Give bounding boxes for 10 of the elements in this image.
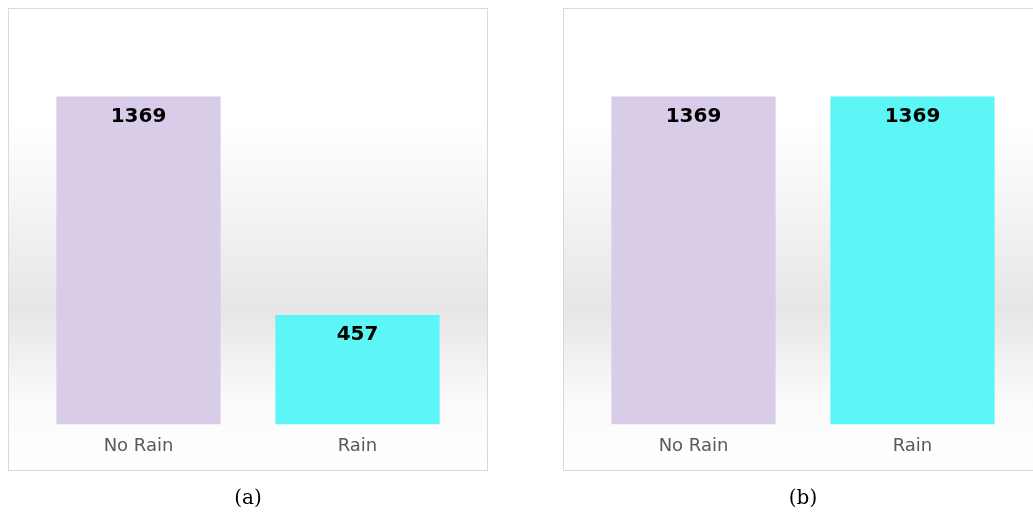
data-label: 457: [336, 321, 379, 346]
text: (b): [787, 485, 819, 509]
x-tick-label: Rain: [337, 433, 378, 455]
data-label: 1369: [884, 102, 941, 127]
text: (a): [233, 485, 263, 509]
x-tick-label: No Rain: [103, 433, 174, 455]
data-label: 1369: [665, 102, 722, 127]
data-label: 1369: [110, 102, 167, 127]
x-tick-label: No Rain: [658, 433, 729, 455]
x-tick-label: Rain: [892, 433, 933, 455]
